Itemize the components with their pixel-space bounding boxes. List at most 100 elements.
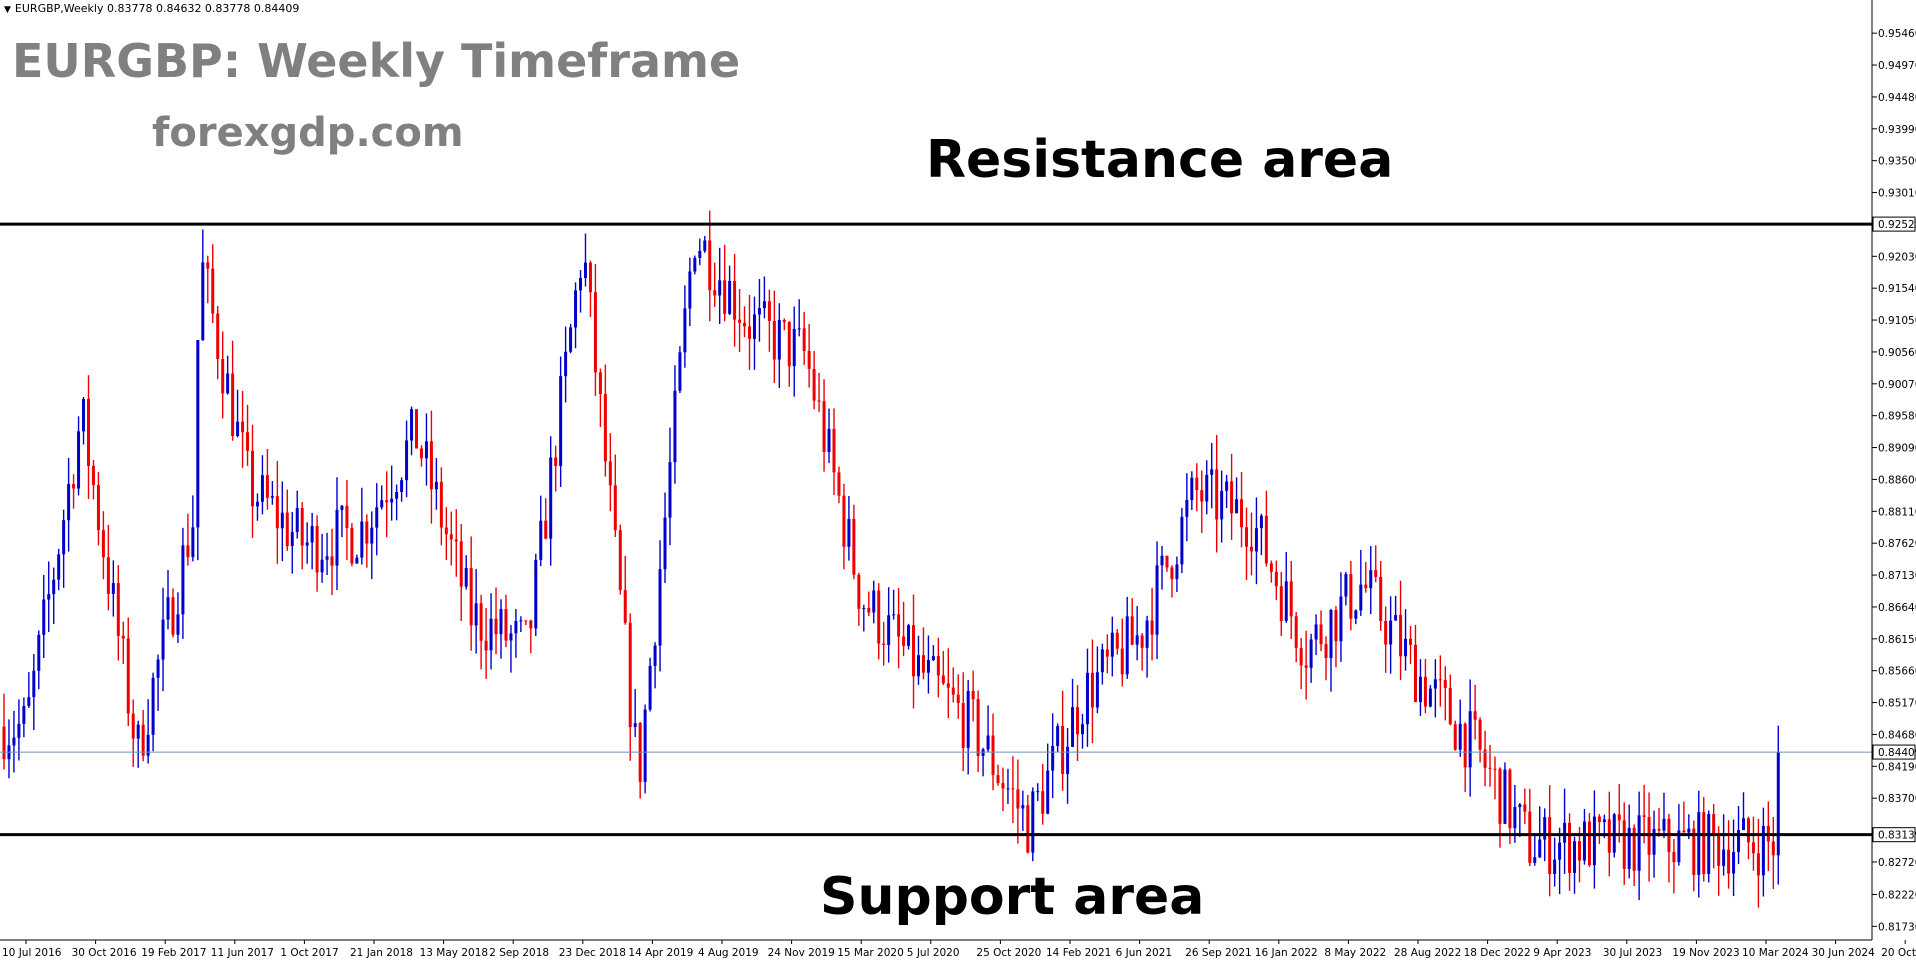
x-tick-label: 24 Nov 2019 bbox=[768, 947, 835, 959]
candle bbox=[574, 282, 578, 349]
candle bbox=[777, 303, 781, 389]
dropdown-triangle-icon[interactable]: ▼ bbox=[4, 5, 11, 15]
candle bbox=[1563, 788, 1567, 874]
candle bbox=[1041, 763, 1045, 825]
candle bbox=[916, 635, 920, 685]
candle bbox=[171, 588, 175, 638]
candle bbox=[1652, 810, 1656, 878]
candle bbox=[703, 235, 707, 253]
candle bbox=[787, 321, 791, 387]
symbol-info-bar: ▼ EURGBP,Weekly 0.83778 0.84632 0.83778 0… bbox=[4, 2, 299, 15]
candle bbox=[1374, 545, 1378, 583]
candle bbox=[698, 238, 702, 266]
candle bbox=[1140, 633, 1144, 671]
candle bbox=[767, 289, 771, 352]
candle bbox=[1771, 817, 1775, 890]
candle bbox=[1115, 629, 1119, 655]
x-tick-label: 30 Jul 2023 bbox=[1603, 947, 1662, 959]
candle bbox=[792, 306, 796, 397]
candle bbox=[852, 504, 856, 580]
current-price-tag bbox=[1872, 744, 1916, 760]
candle bbox=[211, 244, 215, 324]
candle bbox=[86, 375, 90, 499]
candle bbox=[101, 511, 105, 580]
candle bbox=[1264, 490, 1268, 567]
candle bbox=[603, 364, 607, 477]
candle bbox=[1538, 806, 1542, 859]
time-axis[interactable]: 10 Jul 2016 30 Oct 2016 19 Feb 2017 11 Jun … bbox=[0, 939, 1916, 959]
candle bbox=[842, 483, 846, 570]
candle bbox=[469, 536, 473, 651]
candle bbox=[1165, 555, 1169, 572]
candle bbox=[1573, 836, 1577, 894]
resistance-area-label: Resistance area bbox=[926, 130, 1394, 190]
candle bbox=[1160, 545, 1164, 590]
candle bbox=[713, 262, 717, 307]
candle bbox=[653, 642, 657, 689]
candle bbox=[300, 502, 304, 570]
candle bbox=[265, 448, 269, 510]
candle bbox=[907, 623, 911, 650]
candle bbox=[1170, 565, 1174, 598]
candle bbox=[1354, 609, 1358, 625]
candle bbox=[887, 587, 891, 663]
candle bbox=[762, 276, 766, 319]
candle bbox=[136, 720, 140, 768]
candle bbox=[529, 619, 533, 654]
candle bbox=[206, 255, 210, 304]
candle bbox=[1006, 768, 1010, 804]
candle bbox=[315, 515, 319, 592]
candle bbox=[1339, 572, 1343, 662]
x-tick-label: 23 Dec 2018 bbox=[559, 947, 626, 959]
candle bbox=[1299, 637, 1303, 690]
level-price-tag bbox=[1872, 827, 1916, 843]
website-watermark: forexgdp.com bbox=[152, 110, 464, 156]
candle bbox=[509, 625, 513, 673]
candle bbox=[1394, 595, 1398, 621]
candle bbox=[663, 492, 667, 584]
candle bbox=[723, 244, 727, 322]
candle bbox=[1463, 722, 1467, 793]
candle bbox=[668, 427, 672, 546]
candle bbox=[1061, 690, 1065, 791]
candle bbox=[1056, 723, 1060, 753]
x-tick-label: 19 Feb 2017 bbox=[141, 947, 206, 959]
candle bbox=[186, 513, 190, 566]
candle bbox=[1349, 560, 1353, 631]
candle bbox=[1284, 551, 1288, 623]
candle bbox=[1553, 837, 1557, 887]
candle bbox=[926, 635, 930, 694]
candle bbox=[1200, 470, 1204, 533]
candle bbox=[1095, 646, 1099, 714]
candle bbox=[360, 487, 364, 565]
candle bbox=[613, 454, 617, 537]
candle bbox=[1066, 728, 1070, 804]
candle bbox=[1245, 507, 1248, 580]
x-tick-label: 26 Sep 2021 bbox=[1185, 947, 1252, 959]
candle bbox=[807, 324, 811, 388]
candle bbox=[2, 693, 6, 770]
candle bbox=[1592, 790, 1596, 889]
candle bbox=[847, 495, 851, 561]
candle bbox=[534, 553, 538, 637]
candle bbox=[1617, 784, 1621, 843]
candle bbox=[419, 445, 423, 467]
candle bbox=[1130, 598, 1134, 646]
candle bbox=[1751, 816, 1755, 871]
candle bbox=[494, 587, 498, 655]
candle bbox=[151, 672, 155, 752]
candle bbox=[971, 670, 975, 722]
candle bbox=[1518, 803, 1522, 837]
candle bbox=[728, 265, 732, 316]
candle bbox=[921, 627, 925, 680]
candle bbox=[320, 533, 324, 583]
candle bbox=[1428, 684, 1432, 708]
candle bbox=[196, 339, 200, 561]
candle bbox=[633, 688, 637, 737]
